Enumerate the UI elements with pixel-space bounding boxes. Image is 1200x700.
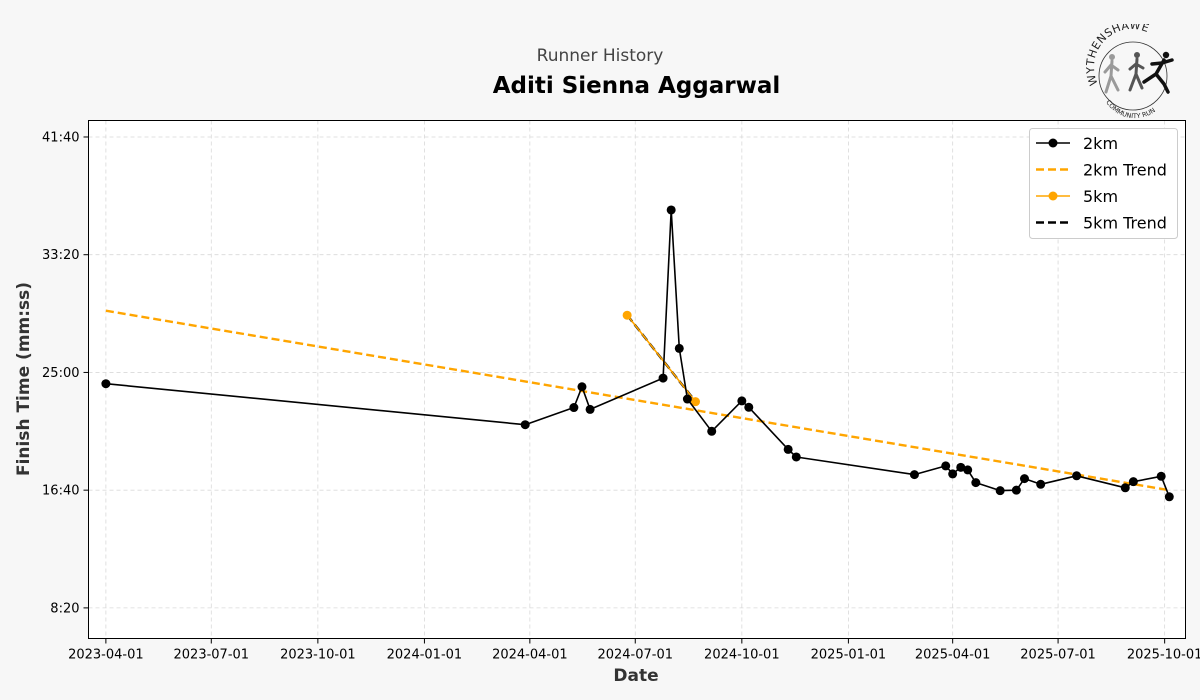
data-point-2km (1072, 471, 1082, 481)
wythenshawe-logo: WYTHENSHAWE COMMUNITY RUN (1086, 24, 1174, 119)
chart-subtitle: Runner History (536, 46, 664, 66)
runner-icon-dark (1142, 51, 1174, 94)
data-point-2km (1011, 485, 1021, 495)
data-point-2km (1164, 492, 1174, 502)
x-tick-label: 2025-04-01 (915, 648, 991, 663)
legend-label-2km-trend: 2km Trend (1083, 161, 1167, 180)
data-point-2km (909, 470, 919, 480)
data-point-5km (622, 310, 632, 320)
data-point-2km (783, 444, 793, 454)
x-tick-label: 2023-07-01 (174, 648, 250, 663)
legend-label-5km: 5km (1083, 187, 1118, 206)
legend: 2km 2km Trend 5km 5km Trend (1029, 128, 1178, 239)
data-point-2km (941, 461, 951, 471)
legend-frame (1029, 128, 1178, 239)
data-point-2km (101, 379, 111, 389)
data-point-2km (585, 404, 595, 414)
x-axis: 2023-04-01 2023-07-01 2023-10-01 2024-01-01… (68, 638, 1200, 663)
data-point-2km (995, 486, 1005, 496)
data-point-2km (569, 403, 579, 413)
y-tick-label: 8:20 (50, 601, 79, 616)
y-tick-label: 25:00 (42, 366, 79, 381)
data-point-2km (577, 382, 587, 392)
legend-marker-5km (1048, 191, 1058, 201)
y-tick-label: 33:20 (42, 248, 79, 263)
x-tick-label: 2024-07-01 (597, 648, 673, 663)
plot-frame (88, 120, 1186, 639)
x-tick-label: 2023-04-01 (68, 648, 144, 663)
data-point-2km (682, 394, 692, 404)
logo-tagline: COMMUNITY RUN (1104, 99, 1157, 119)
data-point-2km (658, 373, 668, 383)
logo-wordmark: WYTHENSHAWE (1086, 24, 1151, 87)
data-point-2km (971, 478, 981, 488)
x-axis-label: Date (613, 666, 658, 686)
legend-label-5km-trend: 5km Trend (1083, 214, 1167, 233)
y-tick-label: 16:40 (42, 484, 79, 499)
legend-label-2km: 2km (1083, 134, 1118, 153)
data-point-2km (1036, 479, 1046, 489)
x-tick-label: 2023-10-01 (280, 648, 356, 663)
data-point-2km (1120, 483, 1130, 493)
x-tick-label: 2025-07-01 (1020, 648, 1096, 663)
plot-background (88, 120, 1186, 639)
data-point-2km (1156, 471, 1166, 481)
data-point-2km (674, 343, 684, 353)
data-point-5km (690, 397, 700, 407)
data-point-2km (707, 426, 717, 436)
runner-icon-mid (1128, 52, 1145, 92)
x-tick-label: 2025-10-01 (1127, 648, 1200, 663)
data-point-2km (744, 402, 754, 412)
chart-title: Aditi Sienna Aggarwal (492, 73, 781, 99)
x-tick-label: 2024-01-01 (387, 648, 463, 663)
runner-icon-light (1103, 54, 1120, 94)
data-point-2km (948, 469, 958, 479)
y-tick-label: 41:40 (42, 130, 79, 145)
data-point-2km (1019, 474, 1029, 484)
data-point-2km (737, 396, 747, 406)
series-line-5km (626, 314, 697, 403)
data-point-2km (791, 452, 801, 462)
x-tick-label: 2025-01-01 (811, 648, 887, 663)
data-point-2km (956, 462, 966, 472)
data-point-2km (666, 205, 676, 215)
x-tick-label: 2024-10-01 (704, 648, 780, 663)
data-point-2km (1128, 477, 1138, 487)
y-axis: 8:20 16:40 25:00 33:20 41:40 (42, 130, 89, 616)
data-point-2km (520, 420, 530, 430)
series-layer (101, 205, 1174, 502)
x-tick-label: 2024-04-01 (492, 648, 568, 663)
legend-marker-2km (1048, 138, 1058, 148)
y-axis-label: Finish Time (mm:ss) (14, 282, 34, 476)
data-point-2km (963, 465, 973, 475)
